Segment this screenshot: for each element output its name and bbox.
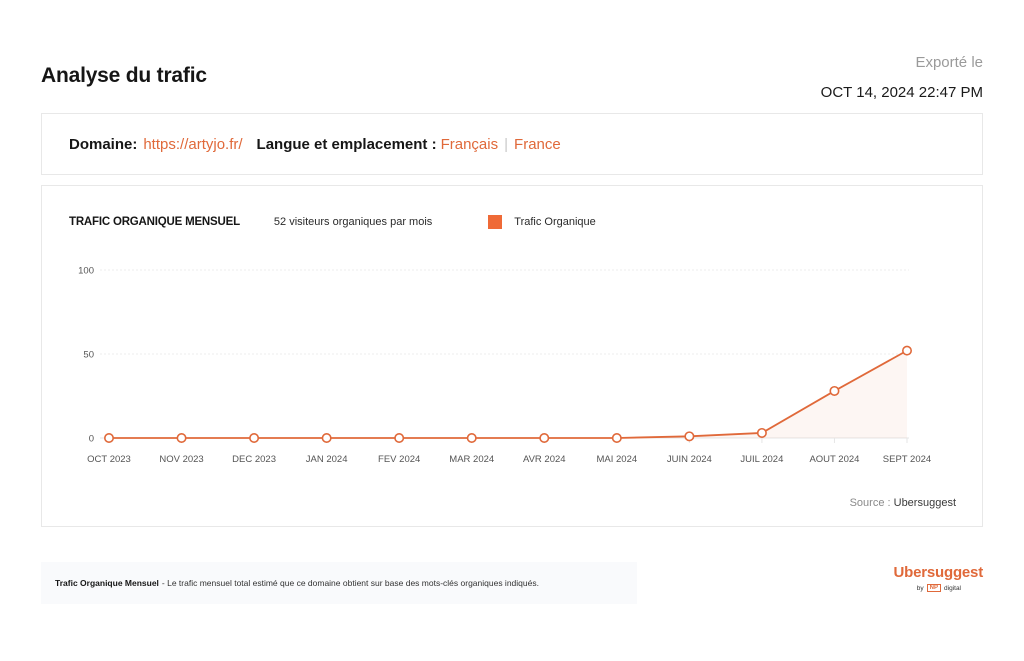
svg-text:0: 0	[89, 434, 94, 445]
svg-text:50: 50	[83, 350, 94, 361]
svg-text:OCT 2023: OCT 2023	[87, 454, 131, 465]
svg-text:JAN 2024: JAN 2024	[306, 454, 348, 465]
data-point[interactable]	[829, 385, 840, 396]
svg-text:AOUT 2024: AOUT 2024	[809, 454, 859, 465]
data-point[interactable]	[176, 433, 187, 444]
language-value: Français	[440, 135, 499, 153]
source-value: Ubersuggest	[893, 497, 956, 509]
data-point[interactable]	[103, 433, 114, 444]
chart-legend[interactable]: Trafic Organique	[488, 215, 596, 229]
separator: |	[504, 135, 509, 153]
language-location-label: Langue et emplacement :	[256, 135, 437, 153]
footer-note-text: - Le trafic mensuel total estimé que ce …	[161, 578, 539, 588]
svg-text:MAR 2024: MAR 2024	[449, 454, 494, 465]
data-point[interactable]	[611, 433, 622, 444]
domain-link[interactable]: https://artyjo.fr/	[143, 135, 243, 153]
location-value: France	[514, 135, 561, 153]
svg-text:NOV 2023: NOV 2023	[159, 454, 203, 465]
data-point[interactable]	[249, 433, 260, 444]
domain-label: Domaine:	[69, 135, 138, 153]
chart-subtitle: 52 visiteurs organiques par mois	[273, 216, 433, 228]
data-point[interactable]	[901, 345, 912, 356]
svg-text:AVR 2024: AVR 2024	[523, 454, 566, 465]
source-credit: Source : Ubersuggest	[850, 497, 956, 509]
footer-note: Trafic Organique Mensuel - Le trafic men…	[41, 562, 637, 604]
brand-byline: by NP digital	[894, 584, 984, 592]
legend-label: Trafic Organique	[514, 216, 596, 228]
svg-text:DEC 2023: DEC 2023	[232, 454, 276, 465]
svg-text:FEV 2024: FEV 2024	[378, 454, 420, 465]
svg-text:JUIL 2024: JUIL 2024	[740, 454, 783, 465]
data-point[interactable]	[466, 433, 477, 444]
data-point[interactable]	[394, 433, 405, 444]
source-label: Source :	[849, 497, 891, 509]
domain-info-box: Domaine: https://artyjo.fr/ Langue et em…	[41, 113, 983, 175]
svg-text:MAI 2024: MAI 2024	[596, 454, 637, 465]
legend-swatch-icon	[488, 215, 503, 229]
brand-name: Ubersuggest	[893, 564, 984, 581]
page-title: Analyse du trafic	[41, 64, 207, 87]
brand-by: by	[916, 584, 924, 592]
chart-card: TRAFIC ORGANIQUE MENSUEL 52 visiteurs or…	[41, 185, 983, 527]
chart-title: TRAFIC ORGANIQUE MENSUEL	[69, 216, 240, 228]
svg-text:100: 100	[78, 266, 94, 277]
svg-text:SEPT 2024: SEPT 2024	[883, 454, 931, 465]
line-chart: 0 50 100 OCT 2023 NOV 2023 DEC 2023 JAN 2024 FE…	[78, 266, 931, 466]
export-date: OCT 14, 2024 22:47 PM	[820, 84, 983, 101]
ubersuggest-logo: Ubersuggest by NP digital	[893, 564, 984, 592]
np-logo-icon: NP	[926, 584, 942, 592]
data-point[interactable]	[684, 431, 695, 442]
footer-note-title: Trafic Organique Mensuel	[55, 578, 159, 588]
export-label: Exporté le	[915, 54, 983, 71]
data-point[interactable]	[756, 427, 767, 438]
data-point[interactable]	[321, 433, 332, 444]
brand-digital: digital	[944, 584, 961, 592]
svg-text:JUIN 2024: JUIN 2024	[667, 454, 712, 465]
data-point[interactable]	[539, 433, 550, 444]
